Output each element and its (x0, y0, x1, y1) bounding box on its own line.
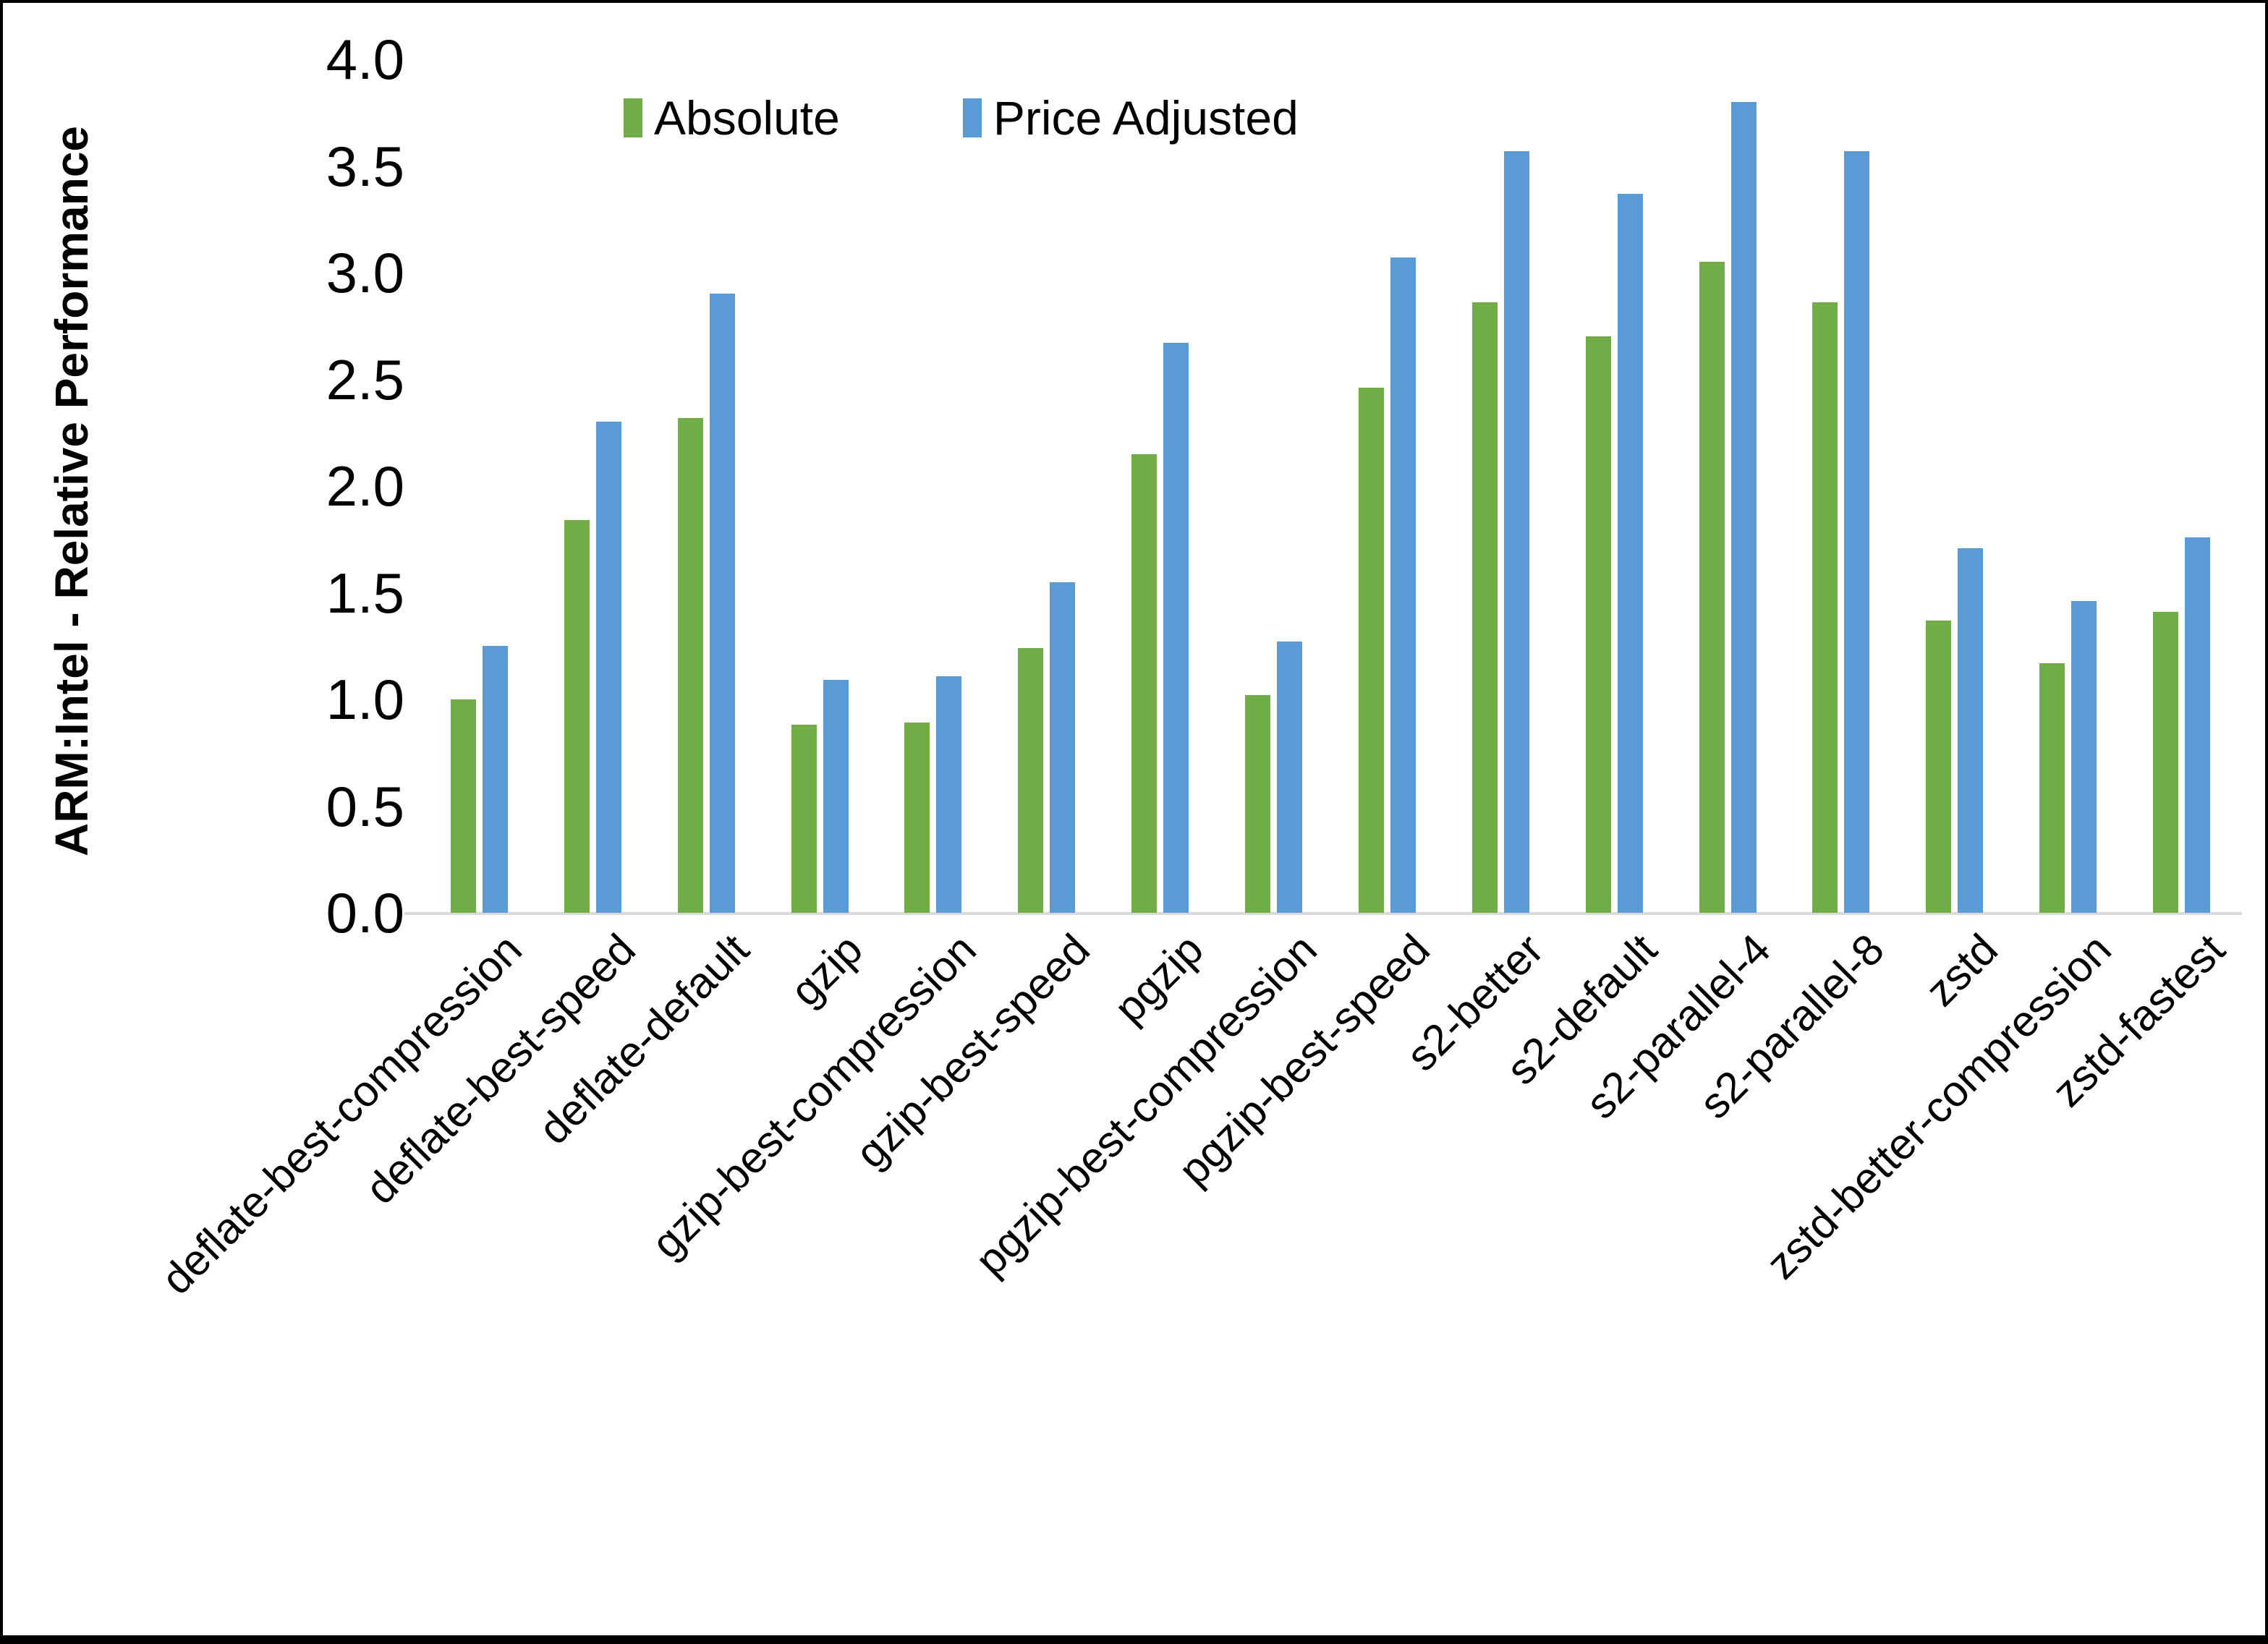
bar-price-adjusted (1163, 343, 1189, 913)
bar-price-adjusted (483, 646, 508, 913)
bar-absolute (1699, 262, 1725, 913)
bar-absolute (791, 725, 817, 913)
y-tick-label: 1.5 (326, 561, 404, 625)
bar-absolute (1018, 648, 1043, 913)
bar-absolute (1586, 336, 1611, 913)
bar-price-adjusted (2071, 601, 2097, 913)
plot-area (422, 59, 2238, 913)
bar-absolute (564, 520, 590, 913)
y-tick-label: 3.0 (326, 241, 404, 304)
bar-absolute (678, 418, 703, 913)
y-axis-title: ARM:Intel - Relative Performance (46, 125, 98, 857)
bar-price-adjusted (710, 294, 735, 913)
bar-absolute (2039, 663, 2065, 913)
bar-price-adjusted (1277, 642, 1302, 913)
legend: Absolute Price Adjusted (624, 94, 1299, 142)
y-tick-label: 3.5 (326, 134, 404, 198)
bar-absolute (451, 699, 476, 913)
bar-price-adjusted (1050, 582, 1075, 913)
y-tick-label: 0.5 (326, 774, 404, 838)
legend-item-absolute: Absolute (624, 94, 840, 142)
bar-absolute (1926, 621, 1951, 913)
bar-absolute (1245, 695, 1270, 913)
bar-absolute (1359, 388, 1384, 913)
legend-item-price-adjusted: Price Adjusted (962, 91, 1299, 145)
bar-absolute (904, 723, 930, 913)
bar-price-adjusted (596, 422, 621, 913)
bar-absolute (1472, 302, 1498, 913)
legend-swatch-price-adjusted (962, 98, 982, 137)
bar-price-adjusted (936, 676, 961, 913)
y-tick-label: 2.0 (326, 454, 404, 518)
y-tick-label: 2.5 (326, 347, 404, 412)
bar-price-adjusted (1504, 151, 1529, 913)
legend-label-price-adjusted: Price Adjusted (993, 91, 1299, 145)
bar-price-adjusted (1618, 194, 1643, 913)
bar-absolute (1131, 454, 1157, 913)
bar-price-adjusted (823, 680, 849, 913)
bar-price-adjusted (1844, 151, 1869, 913)
bar-price-adjusted (1731, 102, 1757, 913)
bar-price-adjusted (1390, 257, 1416, 913)
bar-price-adjusted (1958, 548, 1983, 913)
x-axis-line (404, 912, 2242, 915)
y-tick-label: 0.0 (326, 881, 404, 945)
legend-swatch-absolute (624, 98, 642, 137)
bar-price-adjusted (2185, 537, 2210, 913)
y-tick-label: 4.0 (326, 27, 404, 91)
y-tick-label: 1.0 (326, 668, 404, 731)
bar-absolute (1812, 302, 1838, 913)
legend-label-absolute: Absolute (654, 91, 840, 145)
bar-absolute (2153, 612, 2178, 913)
